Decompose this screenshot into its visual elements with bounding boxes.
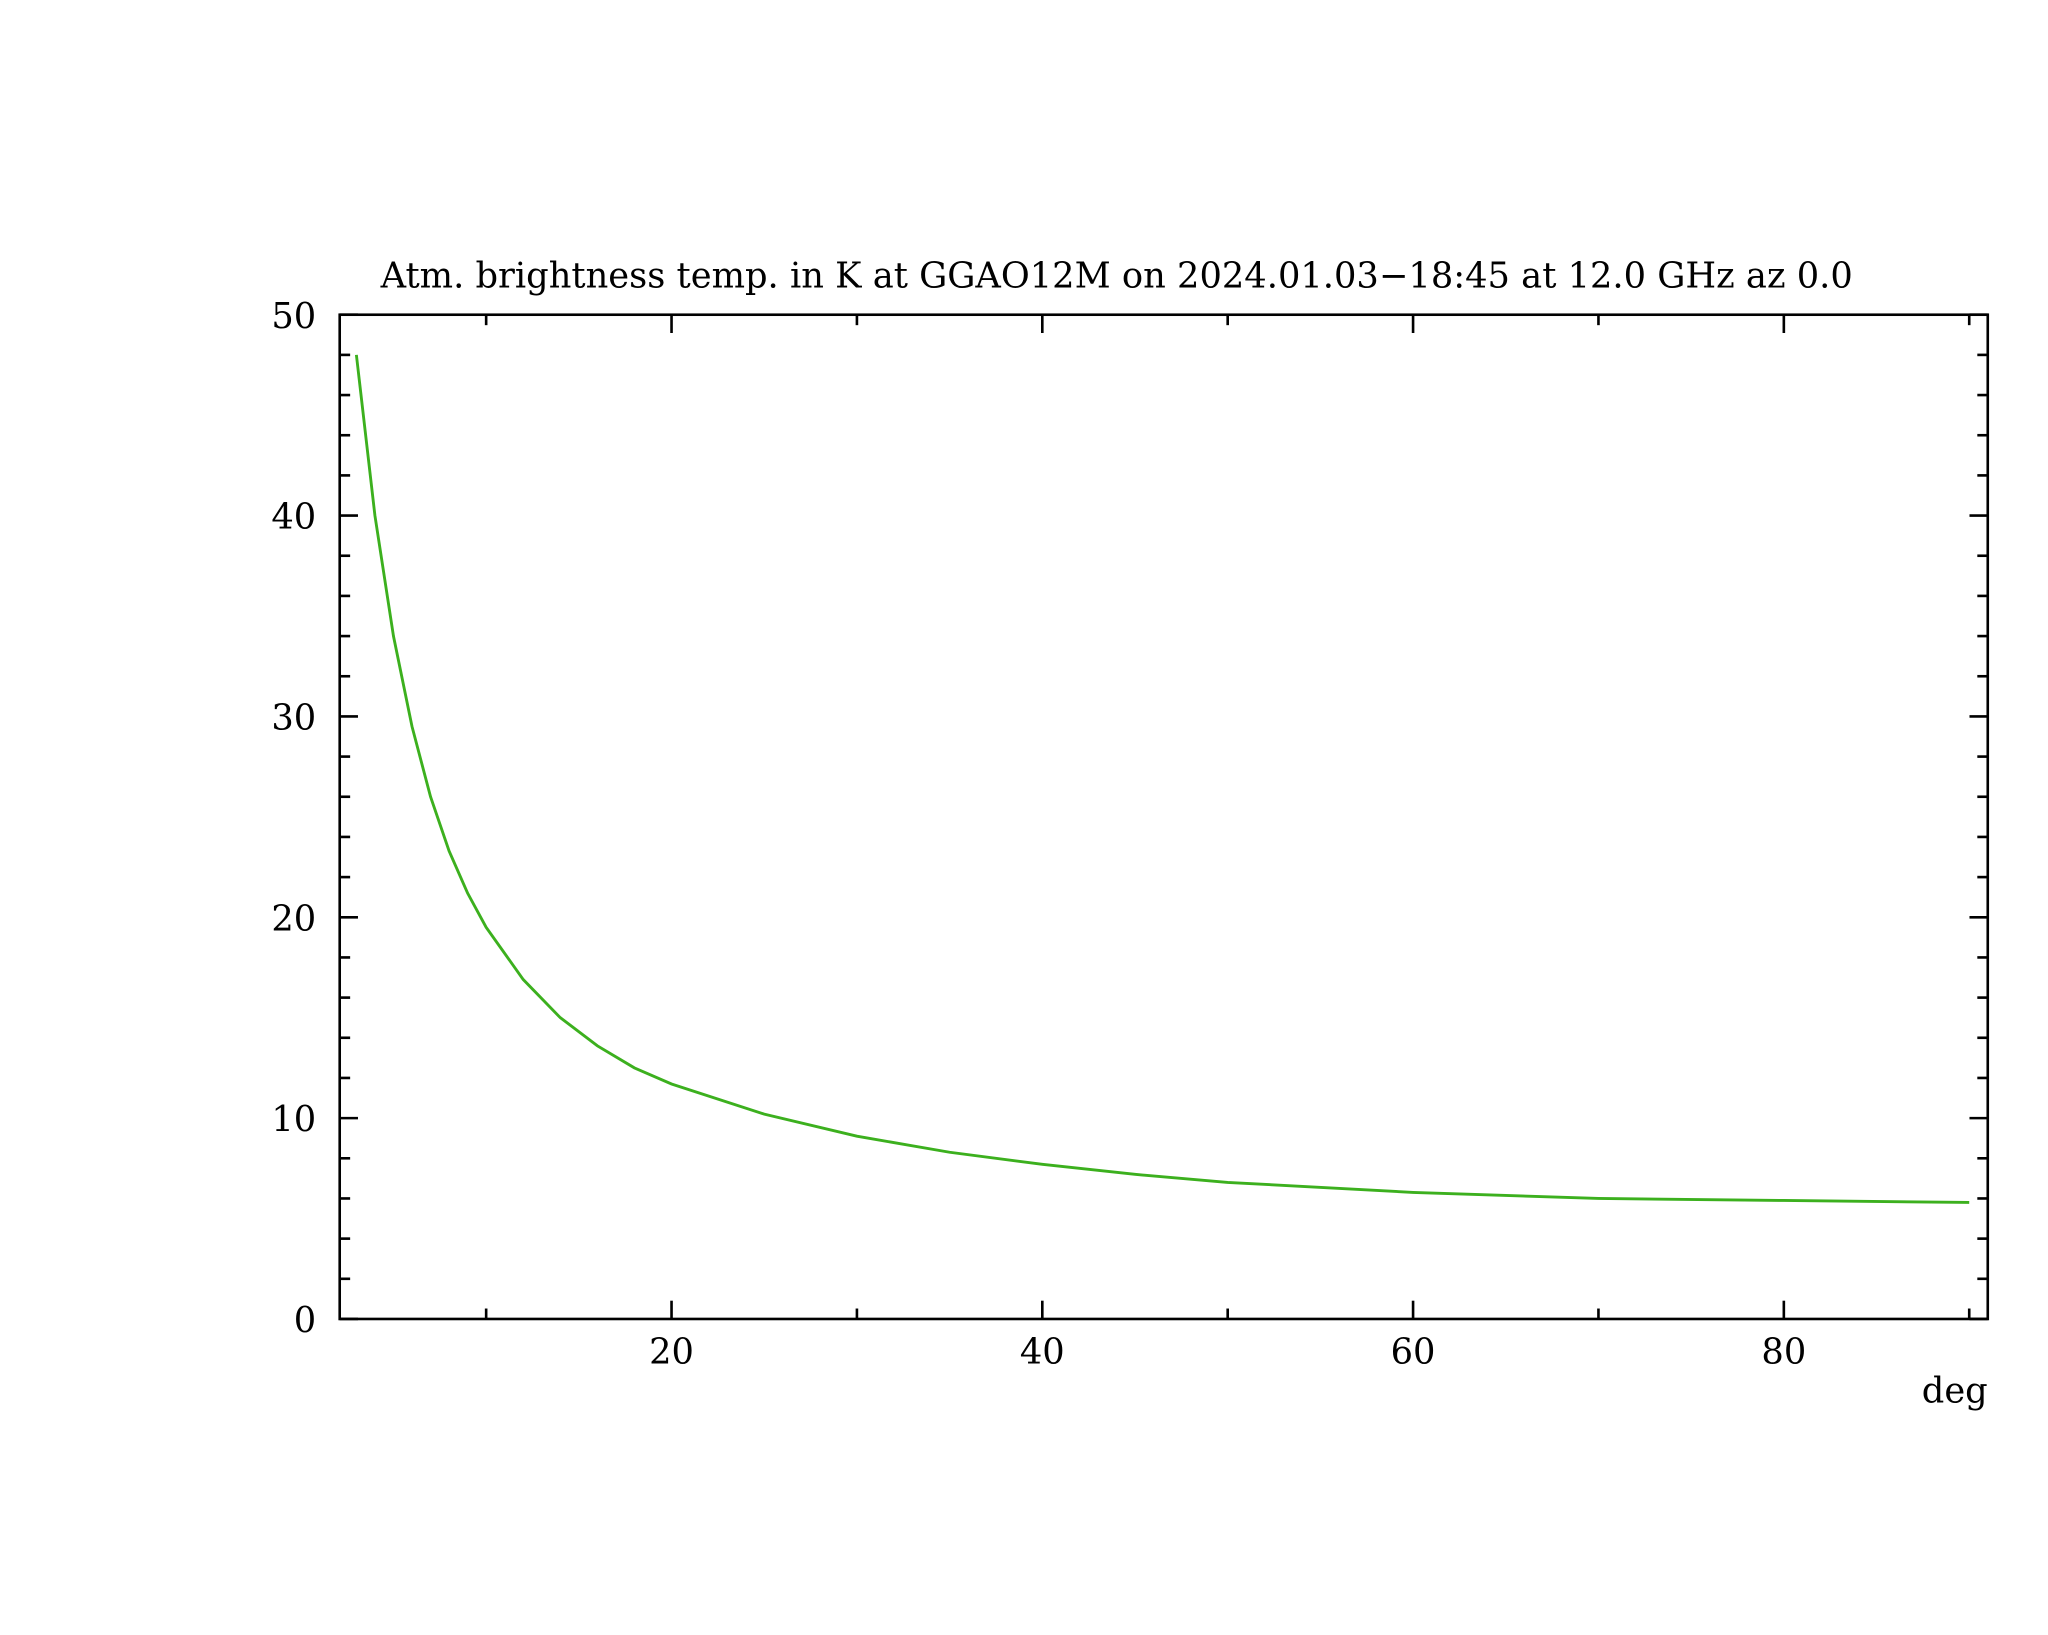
y-tick-label: 30 xyxy=(271,697,316,738)
y-tick-label: 0 xyxy=(294,1300,316,1341)
chart-title: Atm. brightness temp. in K at GGAO12M on… xyxy=(380,255,1853,296)
x-tick-label: 60 xyxy=(1391,1331,1436,1372)
x-tick-label: 40 xyxy=(1020,1331,1065,1372)
y-tick-label: 10 xyxy=(271,1099,316,1140)
x-tick-label: 80 xyxy=(1761,1331,1806,1372)
y-tick-label: 40 xyxy=(271,497,316,538)
plot-frame xyxy=(338,313,1990,1321)
x-tick-label: 20 xyxy=(649,1331,694,1372)
y-tick-label: 20 xyxy=(271,898,316,939)
x-axis-label: deg xyxy=(1922,1371,1988,1412)
y-tick-label: 50 xyxy=(271,296,316,337)
data-line xyxy=(354,354,1970,1204)
